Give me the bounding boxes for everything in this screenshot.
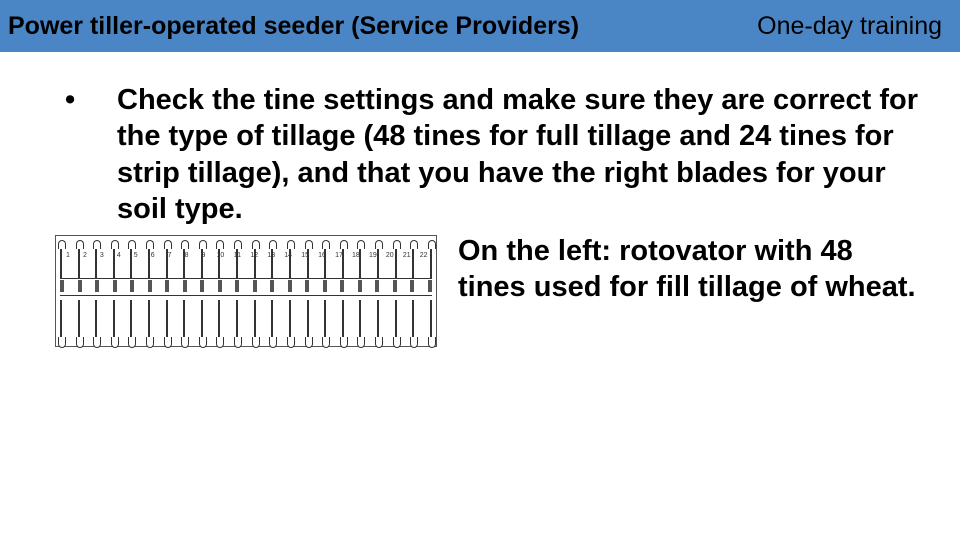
- tine-number: 20: [382, 252, 398, 262]
- tine-stub: [78, 280, 82, 292]
- tine-lower: [289, 300, 291, 344]
- tine-stub: [323, 280, 327, 292]
- tine-stub: [183, 280, 187, 292]
- tine-stub: [340, 280, 344, 292]
- tine-stub: [428, 280, 432, 292]
- tine-lower: [113, 300, 115, 344]
- tine-stub: [375, 280, 379, 292]
- tine-number: 17: [331, 252, 347, 262]
- tine-lower: [183, 300, 185, 344]
- rotovator-diagram: 12345678910111213141516171819202122: [55, 235, 437, 347]
- tine-lower: [218, 300, 220, 344]
- tine-number: 2: [77, 252, 93, 262]
- tine-lower: [130, 300, 132, 344]
- tine-lower: [324, 300, 326, 344]
- header-title-right: One-day training: [757, 12, 942, 41]
- tine-stub: [200, 280, 204, 292]
- tine-number: 9: [196, 252, 212, 262]
- tine-stub: [148, 280, 152, 292]
- tine-lower: [395, 300, 397, 344]
- tine-number: 22: [416, 252, 432, 262]
- bullet-text: Check the tine settings and make sure th…: [117, 82, 920, 227]
- tine-number: 18: [348, 252, 364, 262]
- bullet-marker: •: [55, 82, 117, 227]
- bullet-item: • Check the tine settings and make sure …: [55, 82, 920, 227]
- tine-number: 10: [212, 252, 228, 262]
- tine-number: 14: [280, 252, 296, 262]
- tine-row-lower: [60, 300, 432, 348]
- tine-lower: [430, 300, 432, 344]
- tine-lower: [377, 300, 379, 344]
- tine-lower: [412, 300, 414, 344]
- diagram-caption: On the left: rotovator with 48 tines use…: [440, 233, 920, 347]
- tine-stub: [253, 280, 257, 292]
- tine-number: 12: [246, 252, 262, 262]
- tine-stub: [130, 280, 134, 292]
- tine-lower: [254, 300, 256, 344]
- tine-stub: [235, 280, 239, 292]
- tine-number: 6: [145, 252, 161, 262]
- tine-stub: [218, 280, 222, 292]
- tine-stub: [410, 280, 414, 292]
- tine-stub: [393, 280, 397, 292]
- tine-stub: [288, 280, 292, 292]
- tine-lower: [236, 300, 238, 344]
- header-title-left: Power tiller-operated seeder (Service Pr…: [8, 12, 579, 41]
- tine-lower: [307, 300, 309, 344]
- tine-number: 4: [111, 252, 127, 262]
- tine-number: 19: [365, 252, 381, 262]
- tine-stub: [165, 280, 169, 292]
- tine-number: 1: [60, 252, 76, 262]
- tine-number: 16: [314, 252, 330, 262]
- tine-stub: [60, 280, 64, 292]
- tine-number: 11: [229, 252, 245, 262]
- tine-number: 3: [94, 252, 110, 262]
- tine-stub: [270, 280, 274, 292]
- tine-lower: [359, 300, 361, 344]
- tine-lower: [78, 300, 80, 344]
- tine-number: 15: [297, 252, 313, 262]
- diagram-container: 12345678910111213141516171819202122: [55, 233, 440, 347]
- tine-lower: [166, 300, 168, 344]
- tine-number-strip: 12345678910111213141516171819202122: [60, 252, 432, 262]
- tine-lower: [342, 300, 344, 344]
- tine-number: 5: [128, 252, 144, 262]
- tine-lower: [201, 300, 203, 344]
- tine-number: 8: [179, 252, 195, 262]
- lower-block: 12345678910111213141516171819202122 On t…: [55, 233, 920, 347]
- tine-lower: [95, 300, 97, 344]
- tine-stub: [113, 280, 117, 292]
- tine-lower: [271, 300, 273, 344]
- tine-number: 7: [162, 252, 178, 262]
- tine-lower: [60, 300, 62, 344]
- tine-stub: [95, 280, 99, 292]
- tine-number: 21: [399, 252, 415, 262]
- tine-stub-row: [60, 280, 432, 292]
- tine-stub: [358, 280, 362, 292]
- tine-lower: [148, 300, 150, 344]
- slide-body: • Check the tine settings and make sure …: [0, 52, 960, 347]
- slide-header: Power tiller-operated seeder (Service Pr…: [0, 0, 960, 52]
- tine-number: 13: [263, 252, 279, 262]
- tine-stub: [305, 280, 309, 292]
